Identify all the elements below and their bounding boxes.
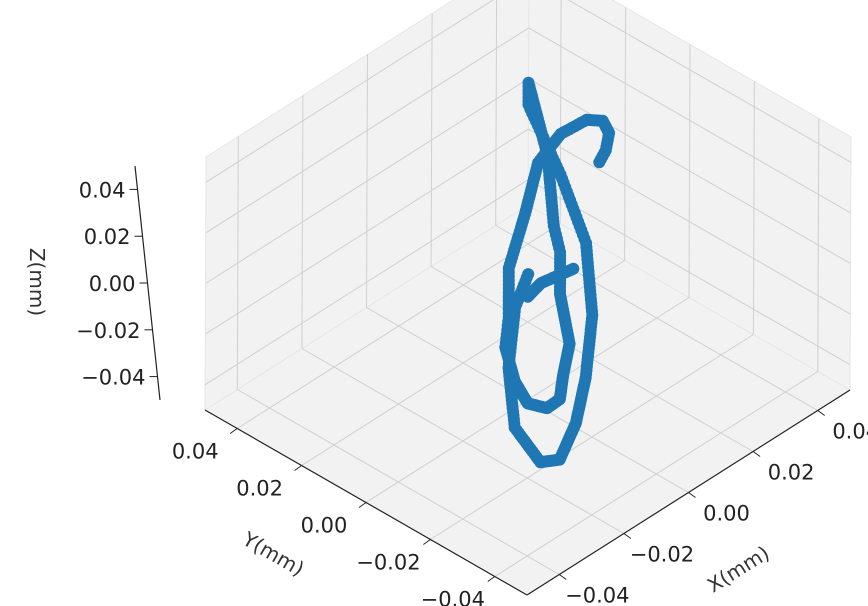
x-tick-label: 0.02	[768, 461, 815, 485]
x-tick	[688, 492, 696, 498]
data-point	[521, 285, 534, 298]
z-tick-label: −0.04	[81, 366, 145, 390]
x-axis-title: X(mm)	[703, 541, 774, 598]
z-tick-label: 0.02	[84, 225, 131, 249]
z-axis-title: Z(mm)	[25, 248, 49, 316]
x-tick-label: 0.00	[703, 502, 750, 526]
x-tick-label: −0.02	[630, 543, 694, 567]
z-tick-label: 0.04	[79, 178, 126, 202]
grid-line	[495, 0, 498, 226]
x-tick	[559, 574, 567, 580]
x-tick-label: 0.04	[832, 420, 868, 444]
data-point	[593, 156, 606, 169]
y-tick	[229, 428, 238, 434]
y-tick	[423, 539, 431, 545]
y-tick	[294, 465, 302, 471]
y-axis-title: Y(mm)	[238, 526, 309, 581]
y-tick	[358, 502, 367, 508]
y-tick-label: 0.00	[301, 514, 348, 538]
y-tick-label: 0.04	[172, 440, 219, 464]
grid-line	[205, 0, 495, 183]
z-tick-label: −0.02	[76, 319, 140, 343]
grid-line	[624, 7, 627, 261]
grid-line	[205, 27, 529, 234]
grid-line	[567, 0, 852, 163]
x-tick	[623, 533, 632, 539]
grid-line	[528, 78, 851, 264]
x-tick	[817, 410, 825, 416]
grid-line	[495, 225, 818, 411]
x-tick-label: −0.04	[565, 584, 629, 606]
grid-line	[430, 13, 433, 267]
x-tick	[752, 451, 761, 457]
grid-line	[528, 27, 851, 214]
y-tick	[487, 576, 496, 582]
grid-line	[301, 260, 625, 466]
y-tick-label: −0.02	[356, 551, 420, 575]
y-tick-label: −0.04	[421, 588, 485, 606]
grid-line	[205, 78, 529, 284]
z-tick-label: 0.00	[89, 272, 136, 296]
y-tick-label: 0.02	[236, 477, 283, 501]
